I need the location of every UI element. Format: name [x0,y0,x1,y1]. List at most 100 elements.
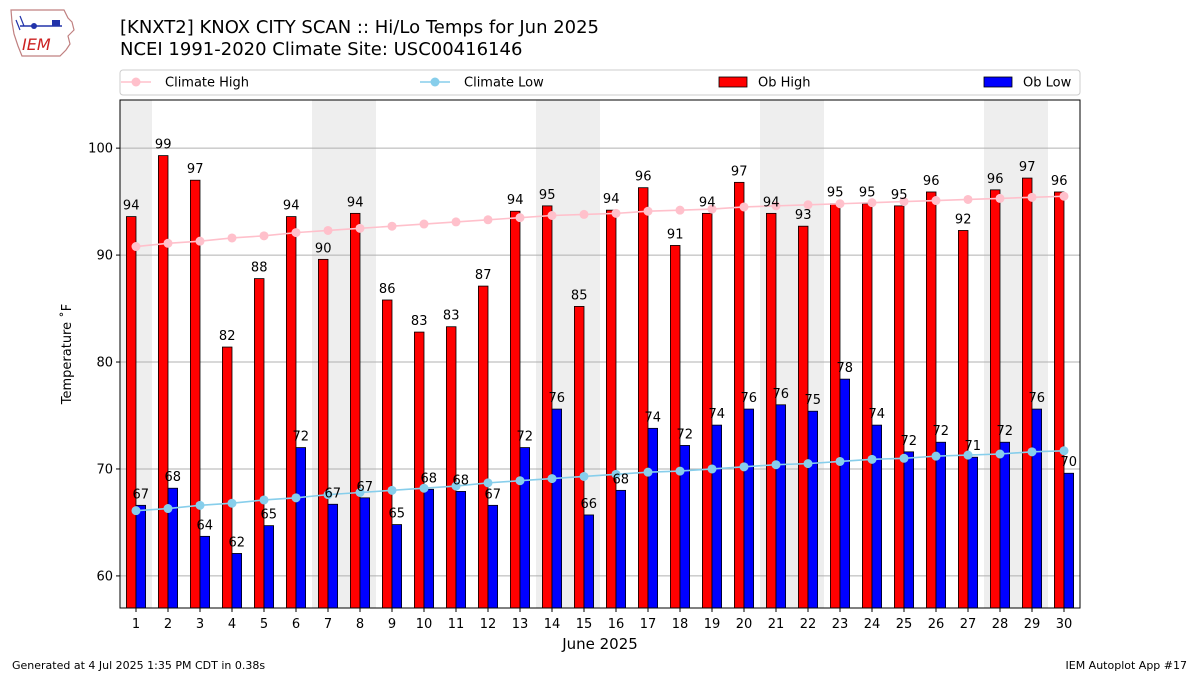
legend-climate-high-marker [131,77,141,87]
ob-low-label: 64 [197,518,214,533]
ob-high-label: 99 [155,138,172,153]
climate-low-point [771,460,781,470]
climate-low-point [803,459,813,469]
bar-value-labels: 94 99 97 82 88 94 90 94 86 83 83 87 94 95 85 94 96 91 94 97… [123,138,1077,551]
ob-low-label: 74 [645,410,662,425]
y-tick-label: 90 [96,249,113,264]
climate-low-point [387,485,397,495]
ob-high-bar [349,212,361,609]
x-tick-label: 10 [416,617,433,632]
ob-high-bar [894,205,905,609]
legend-ob-high-swatch [718,76,748,88]
ob-high-bar [221,346,233,609]
ob-high-label: 95 [539,188,556,203]
climate-high-point [547,211,557,221]
title-line-2: NCEI 1991-2020 Climate Site: USC00416146 [120,39,523,60]
climate-high-point [355,223,365,233]
ob-high-label: 87 [475,268,492,283]
x-tick-label: 20 [736,617,753,632]
ob-low-label: 68 [453,473,470,488]
ob-low-bar [359,497,371,609]
ob-high-bar [542,205,553,609]
ob-high-bar [413,331,425,609]
climate-low-point [547,474,557,484]
ob-high-bar [766,212,777,609]
climate-low-point [355,487,365,497]
ob-high-label: 96 [1051,174,1068,189]
logo-vane [15,15,25,31]
x-tick-label: 3 [196,617,204,632]
plot-frame [119,99,1081,609]
climate-high-point [195,236,205,246]
ob-high-label: 97 [1019,160,1036,175]
ob-low-bar [775,404,787,609]
x-tick-label: 15 [576,617,593,632]
ob-low-label: 70 [1061,455,1078,470]
ob-low-bar [295,447,307,609]
x-tick-label: 14 [544,617,561,632]
climate-high-point [771,201,781,211]
ob-low-label: 76 [549,391,566,406]
ob-low-label: 72 [517,430,534,445]
ob-low-label: 74 [869,407,886,422]
x-tick-label: 27 [960,617,977,632]
legend-climate-low-label: Climate Low [464,76,544,91]
ob-low-label: 66 [581,497,598,512]
ob-high-bar [157,155,169,609]
ob-low-bar [135,504,147,609]
climate-low-point [259,495,269,505]
ob-high-label: 95 [891,188,908,203]
ob-low-label: 67 [325,486,342,501]
climate-low-point [867,454,877,464]
legend-ob-low-label: Ob Low [1023,76,1072,91]
climate-high-point [483,215,493,225]
climate-low-point [995,449,1005,459]
climate-high-point [835,199,845,209]
ob-low-bar [743,408,755,609]
y-axis-label: Temperature ˚F [59,304,75,405]
climate-low-point [163,504,173,514]
ob-high-bar [509,210,521,609]
climate-low-point [419,483,429,493]
generated-timestamp: Generated at 4 Jul 2025 1:35 PM CDT in 0… [12,659,266,672]
x-tick-label: 18 [672,617,689,632]
climate-high-point [579,209,589,219]
legend-ob-low-swatch [983,76,1013,88]
ob-high-label: 93 [795,208,812,223]
x-tick-label: 5 [260,617,268,632]
climate-low-line [135,449,1065,512]
x-tick-label: 1 [132,617,140,632]
x-tick-label: 7 [324,617,332,632]
ob-low-bar [711,424,723,609]
ob-high-label: 96 [635,170,652,185]
ob-low-label: 68 [165,470,182,485]
ob-low-label: 74 [709,407,726,422]
ob-high-label: 86 [379,282,396,297]
climate-high-point [259,231,269,241]
ob-high-label: 95 [827,186,844,201]
climate-high-point [131,242,141,252]
x-tick-label: 19 [704,617,721,632]
ob-high-bar [862,203,873,609]
climate-high-point [995,193,1005,203]
ob-high-label: 85 [571,288,588,303]
ob-low-bar [423,488,435,609]
x-tick-label: 4 [228,617,236,632]
ob-low-label: 68 [613,472,630,487]
ob-high-label: 94 [699,195,716,210]
ob-low-bar [583,514,595,609]
ob-low-label: 72 [933,424,950,439]
climate-low-point [1027,447,1037,457]
ob-low-bar [519,447,531,609]
ob-high-label: 95 [859,186,876,201]
ob-low-label: 65 [389,507,406,522]
ob-low-label: 72 [901,434,918,449]
logo-text: IEM [22,35,51,54]
x-tick-label: 11 [448,617,465,632]
ob-high-bar [126,216,137,609]
ob-high-label: 96 [923,174,940,189]
ob-low-bar [327,503,339,609]
title-line-1: [KNXT2] KNOX CITY SCAN :: Hi/Lo Temps fo… [120,17,600,38]
climate-low-point [323,490,333,500]
